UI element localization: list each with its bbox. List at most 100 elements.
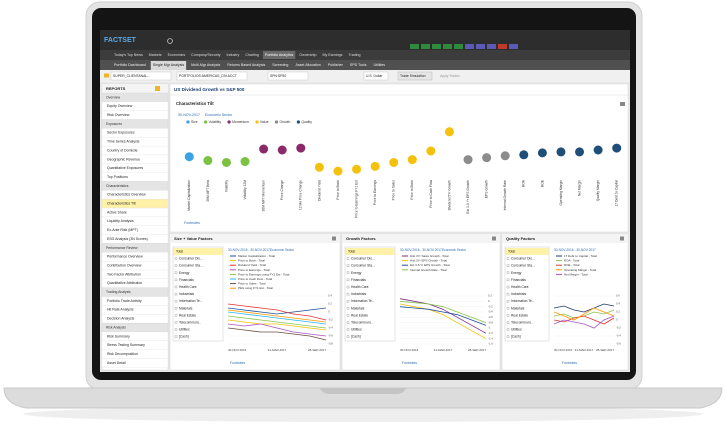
menu-icon[interactable] xyxy=(492,236,496,241)
tab[interactable]: Utilities xyxy=(374,63,386,67)
report-item[interactable]: Geographic Revenue xyxy=(107,157,140,161)
sector-item[interactable]: [Cash] xyxy=(351,335,361,339)
sector-item[interactable]: Health Care xyxy=(179,285,197,289)
sector-item[interactable]: Information Te... xyxy=(179,299,203,303)
tab[interactable]: Multi-Mgr Analysis xyxy=(191,63,220,67)
sector-item[interactable]: Energy xyxy=(179,271,190,275)
sector-item[interactable]: Energy xyxy=(511,271,522,275)
button[interactable] xyxy=(443,44,452,49)
group-label[interactable]: Overview xyxy=(106,95,121,99)
tab[interactable]: Single Mgr Analysis xyxy=(153,63,185,67)
report-item[interactable]: Stress Testing Summary xyxy=(107,343,145,347)
group-label[interactable]: Risk Analysis xyxy=(106,325,126,329)
tab[interactable]: SPD Tools xyxy=(350,63,367,67)
report-item[interactable]: Country of Domicile xyxy=(107,148,138,152)
report-item[interactable]: Risk Summary xyxy=(107,334,130,338)
search-icon[interactable] xyxy=(167,38,173,44)
report-item[interactable]: Quantitative Attribution xyxy=(107,281,142,285)
sector-item[interactable]: Consumer Sta... xyxy=(179,264,203,268)
menu-icon[interactable] xyxy=(332,236,336,241)
tab[interactable]: Screening xyxy=(272,63,288,67)
sector-item[interactable]: Industrials xyxy=(511,292,526,296)
nav-item[interactable]: Markets xyxy=(149,53,162,57)
report-item[interactable]: Risk Overview xyxy=(107,113,130,117)
report-row[interactable] xyxy=(101,358,169,368)
sector-item[interactable]: Financials xyxy=(351,278,366,282)
sector-item[interactable]: Telecommuni... xyxy=(179,320,201,324)
button[interactable] xyxy=(498,44,507,49)
nav-item[interactable]: Charting xyxy=(245,53,259,57)
report-item[interactable]: Active Share xyxy=(107,210,127,214)
report-item[interactable]: Contribution Overview xyxy=(107,263,142,267)
report-item[interactable]: Hit Rate Analysis xyxy=(107,308,134,312)
footnotes[interactable]: Footnotes xyxy=(184,221,200,225)
sector-item[interactable]: Industrials xyxy=(179,292,194,296)
button[interactable] xyxy=(410,44,419,49)
sector-selected[interactable] xyxy=(173,248,223,255)
nav-item[interactable]: Trading xyxy=(348,53,360,57)
report-item[interactable]: Characteristics Tilt xyxy=(107,202,136,206)
report-item[interactable]: Sector Exposures xyxy=(107,131,135,135)
sector-item[interactable]: Utilities xyxy=(179,328,190,332)
sector-item[interactable]: Total xyxy=(508,249,515,253)
tab[interactable]: Asset Allocation xyxy=(295,63,320,67)
nav-item[interactable]: Economics xyxy=(168,53,186,57)
report-item[interactable]: Equity Overview xyxy=(107,104,133,108)
sector-item[interactable]: Real Estate xyxy=(351,313,368,317)
report-item[interactable]: Time Series Analysis xyxy=(107,140,140,144)
tab[interactable]: Returns Based Analysis xyxy=(227,63,265,67)
tab[interactable]: Publisher xyxy=(328,63,344,67)
nav-item[interactable]: Industry xyxy=(227,53,240,57)
button[interactable] xyxy=(487,44,496,49)
nav-item[interactable]: Today's Top News xyxy=(114,53,143,57)
sector-item[interactable]: Consumer Sta... xyxy=(351,264,375,268)
sector-item[interactable]: Telecommuni... xyxy=(351,320,373,324)
menu-icon[interactable] xyxy=(620,236,624,241)
footnotes[interactable]: Footnotes xyxy=(402,361,417,365)
nav-item[interactable]: My Earnings xyxy=(322,53,342,57)
sector-item[interactable]: Real Estate xyxy=(511,313,528,317)
group-label[interactable]: Characteristics xyxy=(106,184,129,188)
sector-item[interactable]: Health Care xyxy=(511,285,529,289)
footnotes[interactable]: Footnotes xyxy=(230,361,245,365)
sector-item[interactable]: Materials xyxy=(511,306,525,310)
currency-box[interactable] xyxy=(363,71,389,81)
sector-item[interactable]: Information Te... xyxy=(351,299,375,303)
trade-button[interactable] xyxy=(397,71,433,81)
report-item[interactable]: Decision Analysis xyxy=(107,317,134,321)
sector-selected[interactable] xyxy=(505,248,549,255)
sector-item[interactable]: [Cash] xyxy=(511,335,521,339)
sector-item[interactable]: [Cash] xyxy=(179,335,189,339)
group-label[interactable]: Performance Review xyxy=(106,246,138,250)
report-item[interactable]: ESG Analysis (3N Scores) xyxy=(107,237,148,241)
tab[interactable]: Portfolio Dashboard xyxy=(114,63,146,67)
report-item[interactable]: Risk Decomposition xyxy=(107,352,138,356)
nav-item[interactable]: Portfolio Analytics xyxy=(265,53,294,57)
sector-item[interactable]: Utilities xyxy=(511,328,522,332)
sector-item[interactable]: Consumer Sta... xyxy=(511,264,535,268)
menu-icon[interactable] xyxy=(620,102,625,106)
group-label[interactable]: Trading Analysis xyxy=(106,290,131,294)
sector-item[interactable]: Materials xyxy=(351,306,365,310)
portfolio-box[interactable] xyxy=(176,71,248,81)
sector-item[interactable]: Total xyxy=(348,249,355,253)
button[interactable] xyxy=(476,44,485,49)
report-item[interactable]: Ex-Ante Risk (MPT) xyxy=(107,228,138,232)
report-item[interactable]: Two Factor Attribution xyxy=(107,272,141,276)
sector-item[interactable]: Financials xyxy=(179,278,194,282)
sector-item[interactable]: Consumer Dis... xyxy=(179,257,203,261)
button[interactable] xyxy=(432,44,441,49)
button[interactable] xyxy=(421,44,430,49)
button[interactable] xyxy=(454,44,463,49)
group-label[interactable]: Exposures xyxy=(106,122,122,126)
sector-item[interactable]: Telecommuni... xyxy=(511,320,533,324)
nav-item[interactable]: Ownership xyxy=(299,53,316,57)
report-item[interactable]: Asset Detail xyxy=(107,361,126,365)
report-item[interactable]: Performance Overview xyxy=(107,255,143,259)
report-item[interactable]: Portfolio Trade Activity xyxy=(107,299,142,303)
report-item[interactable]: Liquidity Analysis xyxy=(107,219,134,223)
sector-item[interactable]: Materials xyxy=(179,306,193,310)
button[interactable] xyxy=(509,44,518,49)
benchmark-box[interactable] xyxy=(267,71,309,81)
sector-item[interactable]: Utilities xyxy=(351,328,362,332)
